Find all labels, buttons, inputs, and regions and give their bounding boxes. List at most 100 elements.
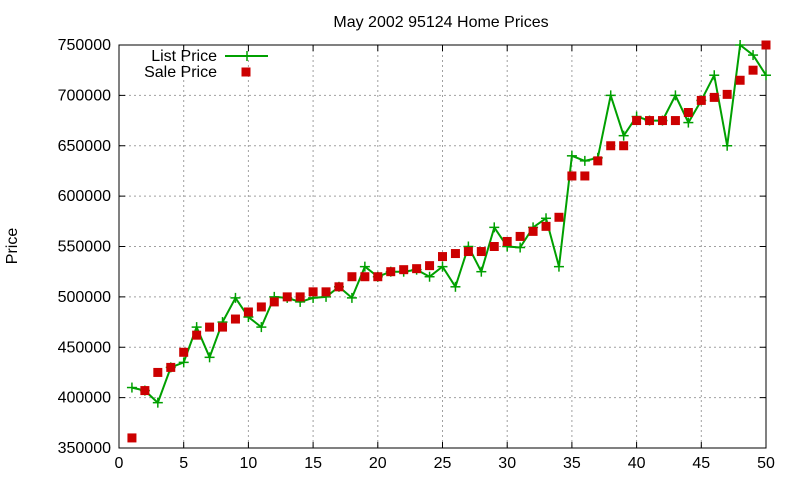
x-tick-label: 45 [692, 455, 710, 472]
sale-price-point [619, 141, 629, 151]
list-price-point [553, 261, 564, 272]
list-price-point [437, 261, 448, 272]
x-tick-label: 40 [628, 455, 646, 472]
list-price-point [735, 40, 746, 50]
sale-price-point [386, 267, 396, 277]
x-tick-label: 0 [115, 455, 124, 472]
sale-price-point [593, 156, 603, 166]
list-price-point [605, 90, 616, 101]
y-axis-title: Price [4, 228, 21, 265]
list-price-point [618, 130, 629, 141]
list-price-point [761, 70, 771, 81]
sale-price-point [192, 330, 202, 340]
list-price-point [489, 222, 500, 233]
list-price-point [256, 322, 267, 333]
x-tick-label: 25 [434, 455, 452, 472]
sale-price-point [502, 236, 512, 246]
x-tick-label: 20 [369, 455, 387, 472]
sale-price-point [645, 116, 655, 126]
list-price-point [204, 352, 215, 363]
sale-price-point [735, 75, 745, 85]
sale-price-point [153, 367, 163, 377]
sale-price-point [709, 92, 719, 102]
list-price-line [131, 43, 767, 405]
sale-price-point [657, 116, 667, 126]
list-price-point [178, 357, 189, 368]
y-tick-label: 700000 [58, 87, 111, 104]
sale-price-point [683, 108, 693, 118]
list-price-point [683, 117, 694, 128]
y-tick-label: 500000 [58, 289, 111, 306]
sale-price-point [722, 89, 732, 99]
sale-price-point [541, 221, 551, 231]
y-tick-label: 650000 [58, 138, 111, 155]
legend-label-list-price: List Price [151, 48, 217, 65]
sale-price-point [528, 226, 538, 236]
sale-price-point [334, 282, 344, 292]
sale-price-point [463, 247, 473, 257]
list-price-point [230, 292, 241, 303]
sale-price-point [399, 265, 409, 275]
sale-price-point [243, 307, 253, 317]
sale-price-point [489, 242, 499, 251]
sale-price-point [554, 212, 564, 222]
legend-marker-sale-price [241, 67, 251, 77]
sale-price-point [321, 287, 331, 297]
sale-price-point [515, 231, 525, 241]
list-price-point [709, 70, 720, 81]
list-price-point [670, 90, 681, 101]
x-tick-label: 15 [304, 455, 322, 472]
list-price-point [191, 322, 202, 333]
sale-price-point [295, 292, 305, 302]
sale-price-point [360, 272, 370, 282]
list-price-point [566, 150, 577, 161]
sale-price-point [412, 264, 422, 274]
sale-price-point [205, 322, 215, 332]
chart-title: May 2002 95124 Home Prices [333, 14, 548, 31]
list-price-point [579, 155, 590, 166]
sale-price-point [450, 249, 460, 259]
sale-price-point [218, 322, 228, 332]
list-price-point [515, 242, 526, 253]
list-price-point [748, 50, 759, 61]
y-tick-label: 750000 [58, 37, 111, 54]
x-tick-label: 5 [179, 455, 188, 472]
sale-price-point [269, 297, 279, 307]
y-tick-label: 550000 [58, 239, 111, 256]
list-price-point [541, 213, 552, 224]
sale-price-point [438, 252, 447, 262]
sale-price-point [580, 171, 590, 181]
sale-price-point [476, 247, 486, 257]
sale-price-point [632, 116, 642, 126]
sale-price-point [166, 362, 176, 372]
sale-price-point [230, 314, 240, 324]
y-tick-label: 450000 [58, 339, 111, 356]
sale-price-point [373, 272, 383, 282]
legend-label-sale-price: Sale Price [144, 64, 217, 81]
y-tick-label: 350000 [58, 440, 111, 457]
sale-price-point [606, 141, 616, 151]
sale-price-point [308, 287, 318, 297]
x-tick-label: 30 [498, 455, 516, 472]
x-tick-label: 35 [563, 455, 581, 472]
x-tick-label: 10 [240, 455, 258, 472]
list-price-point [476, 266, 487, 277]
list-price-point [126, 382, 137, 393]
sale-price-point [127, 433, 137, 443]
sale-price-point [670, 116, 680, 126]
list-price-point [346, 292, 357, 303]
legend-marker-list-price [242, 51, 252, 61]
list-price-point [359, 261, 370, 272]
sale-price-point [425, 261, 435, 271]
sale-price-point [748, 65, 758, 75]
sale-price-point [140, 386, 150, 396]
sale-price-point [696, 95, 706, 105]
sale-price-point [761, 40, 771, 50]
list-price-point [450, 281, 461, 292]
x-tick-label: 50 [757, 455, 775, 472]
sale-price-point [256, 302, 266, 312]
legend: List Price Sale Price [144, 48, 268, 81]
list-price-point [152, 397, 163, 408]
x-axis: 0 5 10 15 20 25 30 35 40 45 50 [115, 45, 775, 472]
